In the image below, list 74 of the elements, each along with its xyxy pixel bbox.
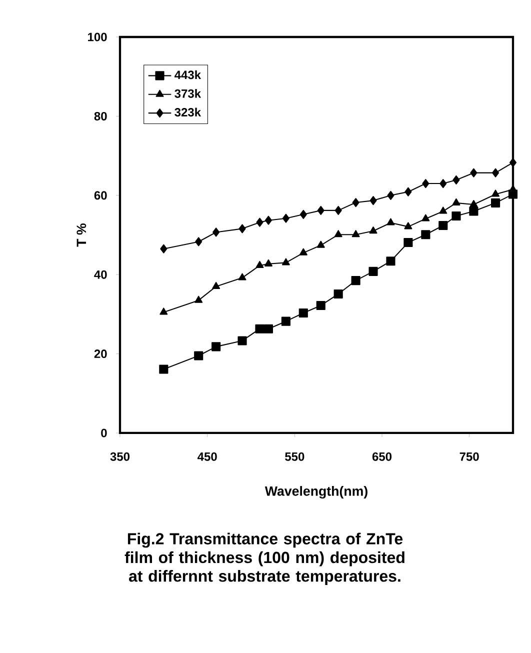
point [195,237,202,246]
point [386,256,396,266]
point [300,210,307,219]
y-tick-label: 80 [94,112,107,120]
point [264,216,272,225]
point [160,308,168,315]
point [352,198,360,208]
point [352,230,360,238]
x-tick-label: 750 [460,452,479,461]
y-tick-label: 40 [94,270,107,279]
point [334,206,342,215]
legend-label: 323k [174,108,202,117]
y-tick-label: 100 [88,32,107,42]
point [316,240,325,248]
point [438,220,448,230]
point [490,198,500,208]
point [160,244,168,254]
x-tick-label: 450 [198,452,217,461]
point [281,316,290,326]
point [370,196,377,206]
point [469,206,478,216]
point [422,214,430,222]
point [387,190,394,200]
caption: Fig.2 Transmittance spectra of ZnTe film of thickness (100 nm) deposited at differnnt substrate temperatures. [124,532,404,585]
point [452,198,460,206]
point [212,228,220,237]
point [470,200,478,208]
point [386,218,395,226]
point [282,214,290,223]
point [264,259,272,266]
x-axis-title: Wavelength(nm) [264,486,368,499]
point [492,190,500,197]
point [404,187,412,196]
point [256,218,264,227]
x-tick-label: 350 [110,452,130,461]
x-tick-label: 550 [285,452,304,461]
point [316,300,326,310]
point [238,336,247,346]
point [421,230,430,240]
point [351,276,360,286]
point [369,226,378,234]
point [317,206,324,215]
y-tick-label: 20 [94,350,107,358]
point [492,168,500,178]
point [452,211,461,221]
point [440,178,447,188]
point [439,206,448,214]
point [404,238,413,248]
point [334,289,343,299]
point [299,248,308,256]
point [238,273,246,280]
point [238,224,246,234]
point [212,342,221,352]
point [194,351,204,360]
legend-label: 443k [174,70,202,80]
point [264,324,273,334]
x-tick-label: 650 [372,452,392,461]
point [194,296,203,303]
y-tick-label: 0 [101,428,107,438]
y-tick-label: 60 [94,191,107,200]
point [298,308,308,318]
point [404,222,412,230]
point [470,168,478,178]
point [422,178,430,188]
point [256,260,264,268]
legend-label: 373k [174,89,202,98]
point [334,230,342,238]
point [255,324,264,334]
point [452,175,460,184]
point [368,266,378,276]
point [282,258,290,266]
point [159,364,168,374]
point [212,282,220,290]
y-axis-title: T % [76,224,86,247]
